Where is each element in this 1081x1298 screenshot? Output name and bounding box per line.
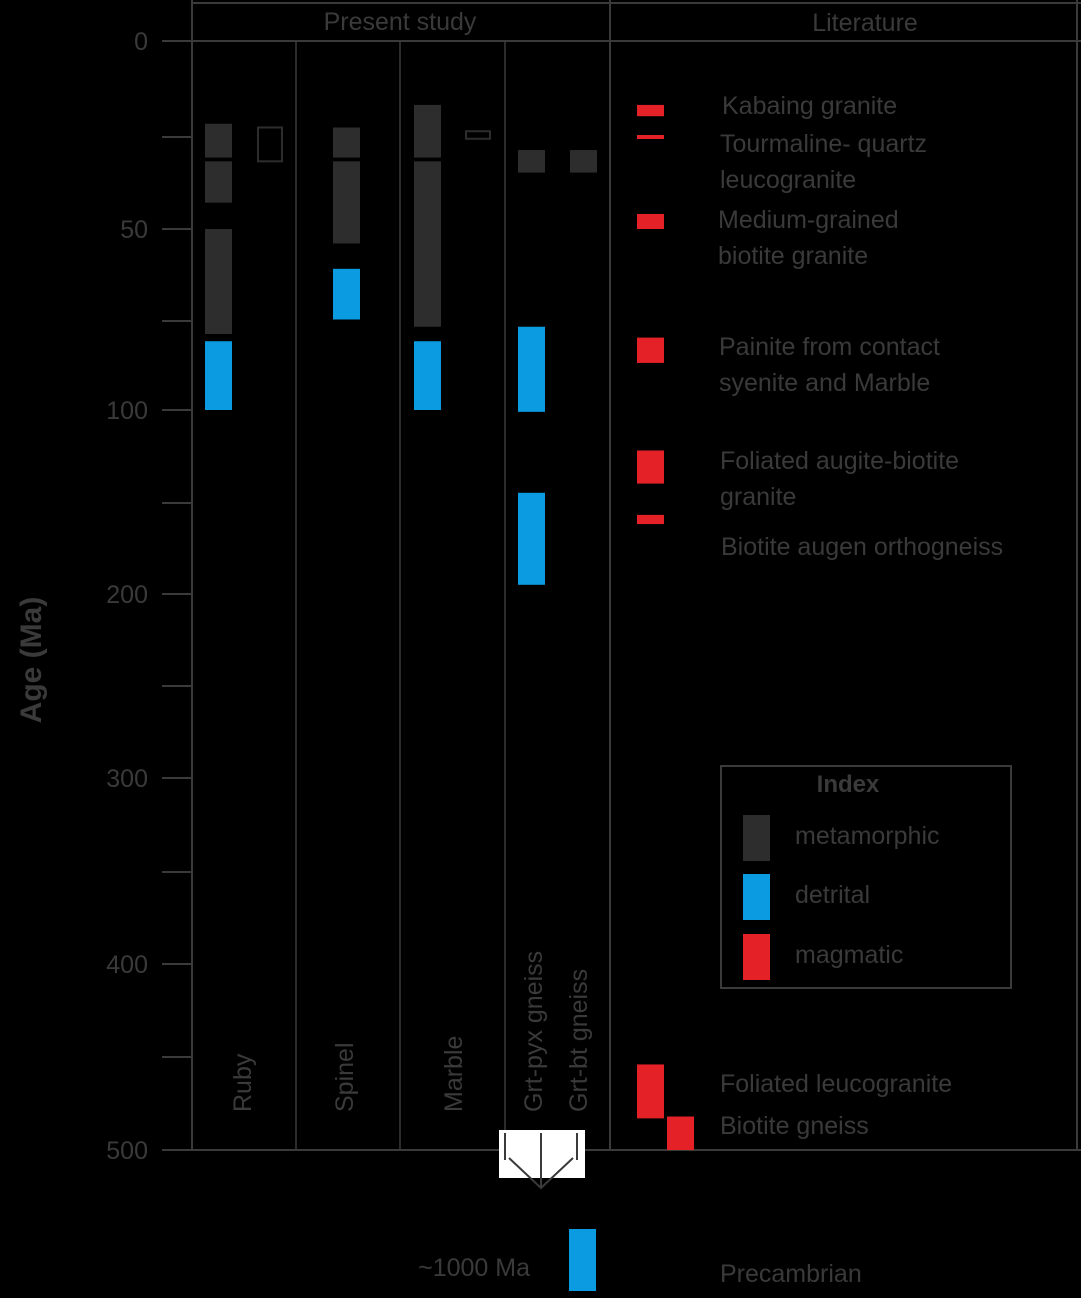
panel-header-literature: Literature bbox=[812, 9, 918, 37]
sample-label-grt-pyx-gneiss: Grt-pyx gneiss bbox=[520, 951, 548, 1112]
lit-bar-painite bbox=[637, 337, 664, 363]
lit-label-medium: biotite granite bbox=[718, 242, 868, 270]
legend-swatch-magmatic bbox=[743, 934, 770, 980]
sample-label-ruby: Ruby bbox=[229, 1053, 257, 1112]
y-tick-label: 200 bbox=[106, 581, 148, 609]
lit-bar-medium bbox=[637, 213, 664, 229]
sample-label-marble: Marble bbox=[440, 1036, 468, 1112]
y-tick-labels: 0 50 100 200 300 400 500 bbox=[106, 28, 192, 1165]
lit-label-leuco: Foliated leucogranite bbox=[720, 1070, 952, 1098]
ruby-detrital-bar bbox=[205, 341, 232, 410]
axis-break-marker bbox=[499, 1130, 585, 1190]
lit-bar-bgneiss bbox=[667, 1116, 694, 1150]
marble-hollow-bar bbox=[465, 130, 491, 140]
lit-bar-kabaing bbox=[637, 104, 664, 117]
legend-items: metamorphic detrital magmatic bbox=[743, 815, 940, 980]
legend-box bbox=[720, 765, 1012, 989]
y-tick-label: 0 bbox=[134, 28, 148, 56]
lit-bar-augite bbox=[637, 450, 664, 484]
grtpyx-detrital-bar bbox=[518, 326, 545, 412]
grtpyx-metamorphic-bar bbox=[518, 150, 545, 173]
lit-label-medium: Medium-grained bbox=[718, 206, 899, 234]
marble-metamorphic-bar bbox=[414, 161, 441, 327]
lit-bar-tourmaline bbox=[637, 135, 664, 139]
legend-title: Index bbox=[817, 771, 880, 798]
legend-label-magmatic: magmatic bbox=[795, 941, 903, 969]
precambrian-age-label: ~1000 Ma bbox=[418, 1254, 530, 1282]
lit-label-augite: granite bbox=[720, 483, 796, 511]
sample-label-spinel: Spinel bbox=[331, 1043, 359, 1113]
lit-bar-augen bbox=[637, 514, 664, 525]
grtpyx-detrital-bar bbox=[518, 492, 545, 585]
spinel-metamorphic-bar bbox=[333, 161, 360, 244]
grtbt-metamorphic-bar bbox=[570, 150, 597, 173]
ruby-metamorphic-bar bbox=[205, 229, 232, 334]
index-legend: Index metamorphic detrital magmatic bbox=[720, 765, 1012, 989]
lit-label-augite: Foliated augite-biotite bbox=[720, 447, 959, 475]
panel-header-present: Present study bbox=[324, 8, 477, 36]
literature-entries: Kabaing granite Tourmaline- quartz leucogr… bbox=[637, 92, 1003, 1150]
age-range-bars bbox=[205, 104, 597, 1291]
grtpyx-precambrian-bar bbox=[569, 1229, 596, 1291]
spinel-detrital-bar bbox=[333, 268, 360, 320]
y-tick-label: 300 bbox=[106, 765, 148, 793]
y-tick-label: 400 bbox=[106, 951, 148, 979]
legend-swatch-metamorphic bbox=[743, 815, 770, 861]
lit-label-tourmaline: leucogranite bbox=[720, 166, 856, 194]
sample-label-grt-bt-gneiss: Grt-bt gneiss bbox=[565, 969, 593, 1112]
legend-label-detrital: detrital bbox=[795, 881, 870, 909]
lit-label-kabaing: Kabaing granite bbox=[722, 92, 897, 120]
marble-detrital-bar bbox=[414, 341, 441, 410]
lit-label-tourmaline: Tourmaline- quartz bbox=[720, 130, 927, 158]
ruby-hollow-bar bbox=[257, 126, 283, 163]
marble-metamorphic-bar bbox=[414, 104, 441, 158]
ruby-metamorphic-bar bbox=[205, 123, 232, 158]
lit-label-bgneiss: Biotite gneiss bbox=[720, 1112, 869, 1140]
lit-label-augen: Biotite augen orthogneiss bbox=[721, 533, 1003, 561]
lit-bar-leuco bbox=[637, 1064, 664, 1119]
lit-label-painite: syenite and Marble bbox=[719, 369, 930, 397]
y-axis-title: Age (Ma) bbox=[15, 597, 48, 724]
chart-frame bbox=[162, 0, 1081, 1151]
precambrian-label: Precambrian bbox=[720, 1260, 862, 1288]
legend-swatch-detrital bbox=[743, 874, 770, 920]
lit-label-painite: Painite from contact bbox=[719, 333, 940, 361]
legend-label-metamorphic: metamorphic bbox=[795, 822, 940, 850]
ruby-metamorphic-bar bbox=[205, 161, 232, 203]
break-arrow-head bbox=[508, 1157, 574, 1190]
y-tick-label: 500 bbox=[106, 1137, 148, 1165]
y-tick-label: 100 bbox=[106, 397, 148, 425]
y-tick-label: 50 bbox=[120, 216, 148, 244]
spinel-metamorphic-bar bbox=[333, 127, 360, 158]
